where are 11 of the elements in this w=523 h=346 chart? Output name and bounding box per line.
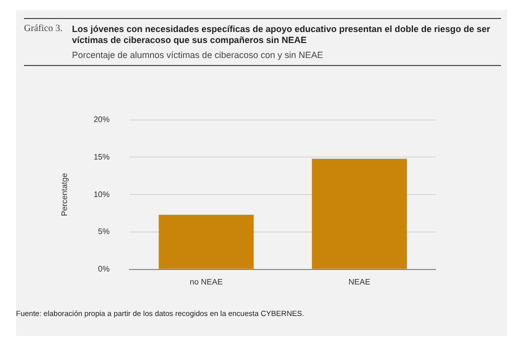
text: Gráfico 3. (24, 24, 64, 36)
chart-title: Los jóvenes con necesidades específicas de apoyo educativo presentan el doble de riesgo de ser víctimas de ciberacoso que sus compañeros sin NEAE (72, 24, 492, 46)
x-tick-label: NEAE (348, 277, 370, 286)
y-tick-label: 5% (98, 227, 110, 236)
y-tick-label: 20% (94, 115, 110, 124)
y-tick-label: 0% (98, 264, 110, 274)
chart-subtitle: Porcentaje de alumnos víctimas de ciberacoso con y sin NEAE (72, 50, 324, 60)
y-tick-label: 10% (94, 190, 110, 199)
y-tick-label: 15% (94, 152, 110, 162)
y-axis-title: Percentatge (60, 172, 70, 216)
x-tick-label: no NEAE (190, 277, 223, 286)
